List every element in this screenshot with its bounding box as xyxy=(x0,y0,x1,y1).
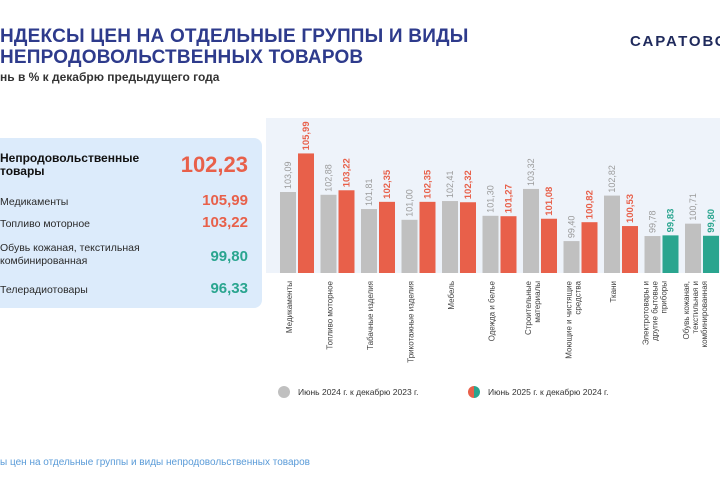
category-label: материалы xyxy=(533,281,542,323)
price-index-chart: 103,09 105,99 Медикаменты 102,88 103,22 Топли… xyxy=(266,118,720,398)
bar-2024 xyxy=(644,236,661,273)
category-label: Трикотажные изделия xyxy=(407,281,416,363)
summary-row: Медикаменты 105,99 xyxy=(0,192,262,212)
bar-2024 xyxy=(604,195,620,273)
bar-2024 xyxy=(320,194,337,273)
page-title-line1: НДЕКСЫ ЦЕН НА ОТДЕЛЬНЫЕ ГРУППЫ И ВИДЫ xyxy=(0,26,469,47)
category-label: Топливо моторное xyxy=(326,280,335,349)
category-label: Строительные xyxy=(524,280,533,335)
summary-item-label: Телерадиотовары xyxy=(0,284,88,296)
bar-2024 xyxy=(482,215,499,273)
summary-row: Топливо моторное 103,22 xyxy=(0,214,262,234)
category-label: Ткани xyxy=(609,281,618,303)
summary-item-value: 96,33 xyxy=(210,280,248,297)
bar-2025 xyxy=(379,201,395,273)
summary-main-value: 102,23 xyxy=(180,152,248,177)
summary-item-label-line1: Обувь кожаная, текстильная xyxy=(0,242,140,254)
bar-2024 xyxy=(523,188,539,273)
data-label: 102,88 xyxy=(324,164,334,192)
summary-main-label: Непродовольственные товары xyxy=(0,152,139,178)
summary-item-value: 105,99 xyxy=(202,192,248,209)
data-label: 99,40 xyxy=(567,216,577,239)
legend-label-2024: Июнь 2024 г. к декабрю 2023 г. xyxy=(298,387,418,397)
legend-label-2025: Июнь 2025 г. к декабрю 2024 г. xyxy=(488,387,608,397)
page-title-line2: НЕПРОДОВОЛЬСТВЕННЫХ ТОВАРОВ xyxy=(0,47,364,68)
bar-2025 xyxy=(622,226,638,273)
brand-logo-text: САРАТОВС xyxy=(630,33,720,50)
data-label: 100,53 xyxy=(625,194,636,223)
bar-2025 xyxy=(298,153,314,273)
category-label: Электротовары и xyxy=(642,281,651,345)
legend-marker-2025-teal xyxy=(474,386,480,398)
category-label: комбинированная xyxy=(700,281,709,348)
data-label: 101,30 xyxy=(486,185,496,213)
summary-row: Телерадиотовары 96,33 xyxy=(0,280,262,300)
summary-main-row: Непродовольственные товары 102,23 xyxy=(0,148,262,184)
category-label: Медикаменты xyxy=(285,281,294,333)
summary-item-value: 99,80 xyxy=(210,248,248,265)
title-block: НДЕКСЫ ЦЕН НА ОТДЕЛЬНЫЕ ГРУППЫ И ВИДЫ НЕ… xyxy=(0,26,560,84)
data-label: 101,08 xyxy=(544,187,555,216)
bar-2024 xyxy=(280,192,296,273)
category-label: Моющие и чистящие xyxy=(565,280,574,358)
summary-row: Обувь кожаная, текстильная комбинированн… xyxy=(0,240,262,270)
category-label: средства xyxy=(574,280,583,314)
data-label: 102,35 xyxy=(382,169,393,199)
data-label: 105,99 xyxy=(301,121,312,150)
bar-2024 xyxy=(563,241,580,273)
summary-main-label-line2: товары xyxy=(0,164,45,178)
data-label: 101,81 xyxy=(364,178,374,206)
legend-marker-2025-orange xyxy=(468,386,474,398)
category-label: Мебель xyxy=(447,281,456,310)
legend-marker-2024 xyxy=(278,386,290,398)
data-label: 100,82 xyxy=(585,190,596,219)
footer-caption: ы цен на отдельные группы и виды непродо… xyxy=(0,457,310,468)
bar-2025 xyxy=(541,218,557,273)
summary-item-label-line2: комбинированная xyxy=(0,255,88,267)
summary-panel: Непродовольственные товары 102,23 Медика… xyxy=(0,138,262,308)
summary-item-value: 103,22 xyxy=(202,214,248,231)
data-label: 103,32 xyxy=(526,158,536,186)
data-label: 103,22 xyxy=(342,158,353,187)
data-label: 101,00 xyxy=(405,189,415,217)
category-label: Обувь кожаная, xyxy=(682,281,691,339)
bar-2025 xyxy=(460,202,476,273)
bar-2025 xyxy=(500,216,517,273)
bar-2025 xyxy=(419,201,436,273)
bar-2024 xyxy=(361,209,377,273)
data-label: 99,80 xyxy=(706,209,717,233)
data-label: 101,27 xyxy=(504,184,515,213)
bar-2025 xyxy=(662,235,679,273)
bar-2024 xyxy=(685,223,701,273)
bar-2025 xyxy=(703,235,719,273)
category-label: приборы xyxy=(660,281,669,314)
summary-main-label-line1: Непродовольственные xyxy=(0,151,140,165)
data-label: 102,35 xyxy=(423,169,434,199)
data-label: 103,09 xyxy=(283,161,293,189)
category-label: текстильная и xyxy=(691,281,700,333)
data-label: 99,83 xyxy=(666,209,677,233)
data-label: 102,41 xyxy=(445,171,455,199)
summary-item-label: Обувь кожаная, текстильная комбинированн… xyxy=(0,242,140,268)
bar-2024 xyxy=(442,201,458,273)
data-label: 102,32 xyxy=(463,170,474,199)
summary-item-label: Топливо моторное xyxy=(0,218,91,230)
bar-2025 xyxy=(581,222,598,273)
category-label: Табачные изделия xyxy=(366,281,375,350)
bar-2024 xyxy=(401,219,418,273)
category-label: другие бытовые xyxy=(651,280,660,340)
summary-item-label: Медикаменты xyxy=(0,196,69,208)
category-label: Одежда и белье xyxy=(488,280,497,341)
page-subtitle: нь в % к декабрю предыдущего года xyxy=(0,70,220,84)
chart-legend: Июнь 2024 г. к декабрю 2023 г. Июнь 2025… xyxy=(278,386,608,398)
bar-2025 xyxy=(338,190,355,273)
data-label: 100,71 xyxy=(688,193,698,221)
data-label: 99,78 xyxy=(648,210,658,233)
data-label: 102,82 xyxy=(607,165,617,193)
price-index-chart-svg: 103,09 105,99 Медикаменты 102,88 103,22 Топли… xyxy=(266,118,720,398)
